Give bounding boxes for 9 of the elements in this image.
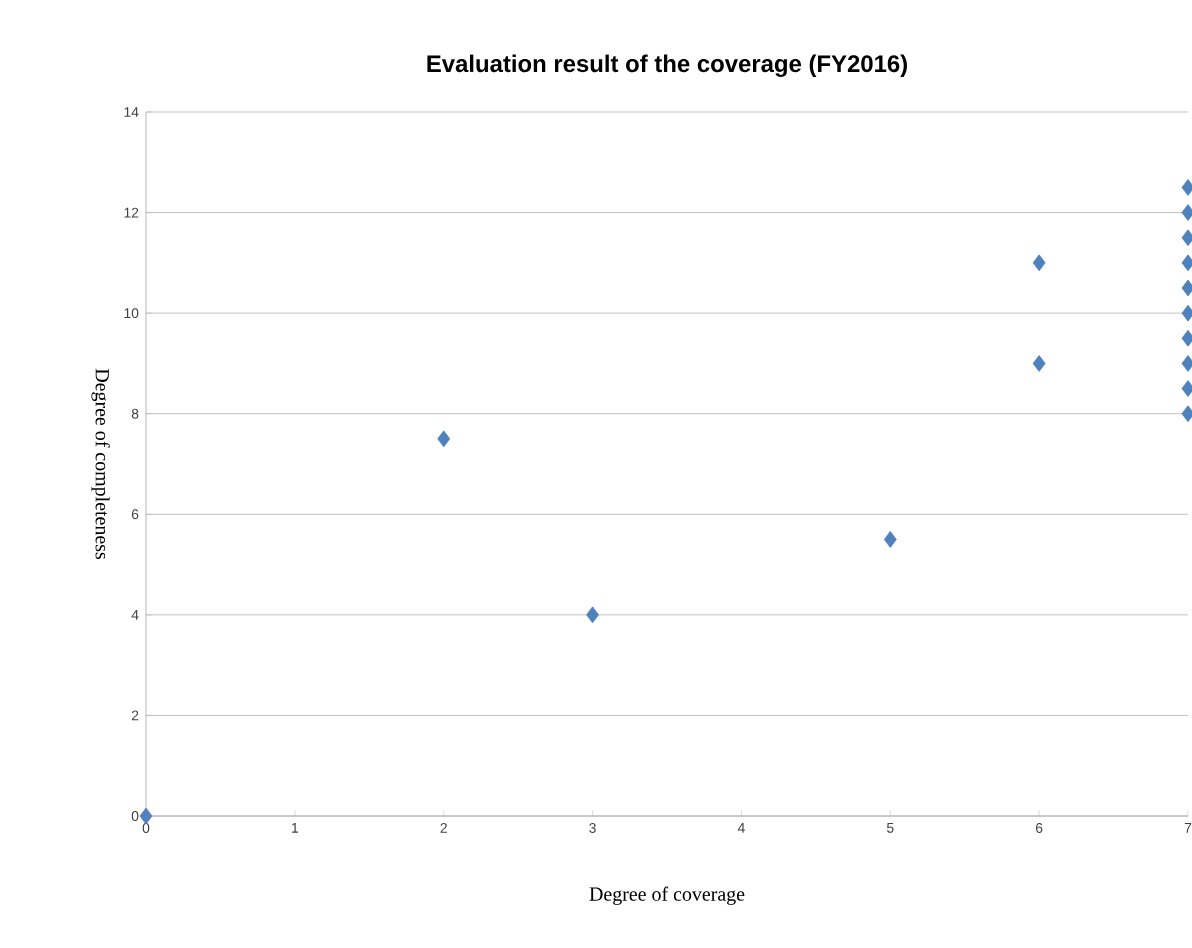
point [1032, 254, 1046, 272]
point [139, 807, 153, 825]
x-axis-title: Degree of coverage [589, 886, 745, 905]
y-axis-title: Degree of completeness [91, 368, 110, 560]
point [883, 531, 897, 548]
point [1032, 355, 1046, 372]
chart-title: Evaluation result of the coverage (FY2016) [427, 54, 907, 77]
point [586, 606, 599, 624]
point [437, 430, 451, 448]
